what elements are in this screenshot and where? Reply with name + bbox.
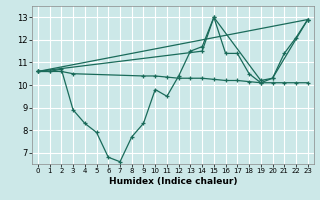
X-axis label: Humidex (Indice chaleur): Humidex (Indice chaleur) — [108, 177, 237, 186]
